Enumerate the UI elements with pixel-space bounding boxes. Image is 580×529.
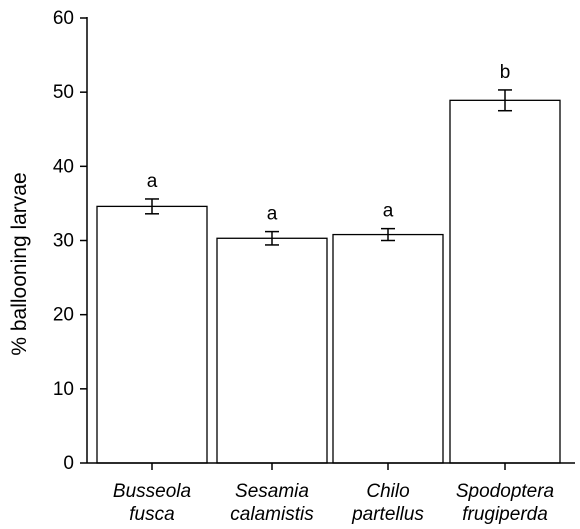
y-tick-label-10: 10 [53,379,74,400]
significance-label-3: a [383,201,394,222]
y-tick-label-60: 60 [53,8,74,29]
y-axis-label: % ballooning larvae [8,172,31,355]
x-tick-label-1-line-2: fusca [129,504,174,525]
significance-label-1: a [147,171,158,192]
bar-3 [332,233,444,464]
x-tick-label-3-line-2: partellus [351,504,424,525]
bar-2 [216,237,328,464]
x-tick-label-4-line-1: Spodoptera [456,481,554,502]
significance-label-2: a [267,204,278,225]
y-tick-label-50: 50 [53,82,74,103]
y-tick-label-40: 40 [53,156,74,177]
y-tick-label-30: 30 [53,231,74,252]
significance-label-4: b [500,62,511,83]
x-tick-label-2-line-2: calamistis [230,504,314,525]
bar-4 [449,99,561,464]
x-tick-label-3-line-1: Chilo [366,481,409,502]
x-tick-label-2-line-1: Sesamia [235,481,309,502]
bar-1 [96,205,208,464]
y-tick-label-0: 0 [63,453,74,474]
y-tick-label-20: 20 [53,305,74,326]
x-tick-label-1-line-1: Busseola [113,481,191,502]
x-tick-label-4-line-2: frugiperda [462,504,548,525]
